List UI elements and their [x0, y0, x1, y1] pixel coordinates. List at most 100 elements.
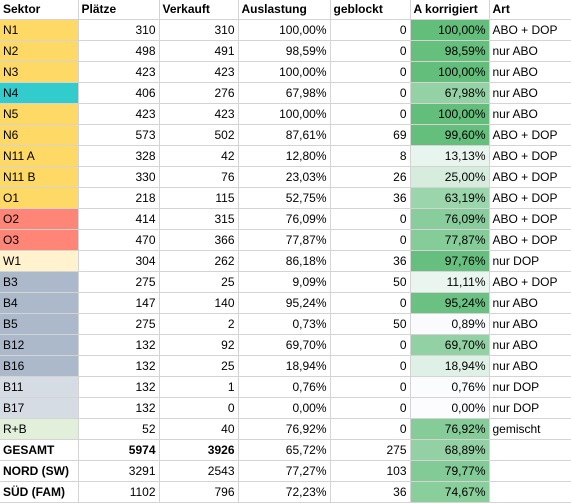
cell-art[interactable]: nur ABO [489, 61, 571, 83]
cell-sektor[interactable]: B4 [0, 292, 79, 314]
cell-verkauft[interactable]: 0 [159, 397, 239, 419]
cell-art[interactable]: nur ABO [489, 313, 571, 335]
cell-art[interactable] [489, 481, 571, 503]
cell-geblockt[interactable]: 0 [330, 40, 411, 62]
cell-sektor[interactable]: B11 [0, 376, 79, 398]
cell-geblockt[interactable]: 50 [330, 271, 411, 293]
cell-plaetze[interactable]: 573 [78, 124, 160, 146]
cell-plaetze[interactable]: 147 [78, 292, 160, 314]
cell-plaetze[interactable]: 5974 [78, 439, 160, 461]
cell-verkauft[interactable]: 115 [159, 187, 239, 209]
cell-a-korrigiert[interactable]: 0,76% [410, 376, 490, 398]
cell-sektor[interactable]: W1 [0, 250, 79, 272]
cell-art[interactable]: ABO + DOP [489, 271, 571, 293]
cell-auslastung[interactable]: 52,75% [238, 187, 331, 209]
header-a-korrigiert[interactable]: A korrigiert [410, 0, 490, 20]
cell-auslastung[interactable]: 0,76% [238, 376, 331, 398]
cell-sektor[interactable]: N5 [0, 103, 79, 125]
cell-verkauft[interactable]: 140 [159, 292, 239, 314]
header-auslastung[interactable]: Auslastung [238, 0, 331, 20]
cell-verkauft[interactable]: 502 [159, 124, 239, 146]
cell-auslastung[interactable]: 77,87% [238, 229, 331, 251]
cell-plaetze[interactable]: 328 [78, 145, 160, 167]
cell-verkauft[interactable]: 92 [159, 334, 239, 356]
cell-art[interactable]: nur DOP [489, 250, 571, 272]
cell-plaetze[interactable]: 132 [78, 355, 160, 377]
cell-verkauft[interactable]: 2543 [159, 460, 239, 482]
cell-geblockt[interactable]: 0 [330, 208, 411, 230]
cell-plaetze[interactable]: 414 [78, 208, 160, 230]
cell-verkauft[interactable]: 491 [159, 40, 239, 62]
cell-geblockt[interactable]: 36 [330, 481, 411, 503]
cell-auslastung[interactable]: 76,09% [238, 208, 331, 230]
cell-geblockt[interactable]: 50 [330, 313, 411, 335]
cell-a-korrigiert[interactable]: 77,87% [410, 229, 490, 251]
cell-plaetze[interactable]: 1102 [78, 481, 160, 503]
cell-sektor[interactable]: O1 [0, 187, 79, 209]
cell-plaetze[interactable]: 498 [78, 40, 160, 62]
cell-auslastung[interactable]: 86,18% [238, 250, 331, 272]
header-verkauft[interactable]: Verkauft [159, 0, 239, 20]
cell-art[interactable]: ABO + DOP [489, 208, 571, 230]
cell-plaetze[interactable]: 132 [78, 334, 160, 356]
cell-sektor[interactable]: B12 [0, 334, 79, 356]
cell-sektor[interactable]: N11 A [0, 145, 79, 167]
cell-art[interactable]: ABO + DOP [489, 166, 571, 188]
cell-art[interactable]: nur ABO [489, 292, 571, 314]
cell-a-korrigiert[interactable]: 25,00% [410, 166, 490, 188]
cell-geblockt[interactable]: 0 [330, 229, 411, 251]
cell-auslastung[interactable]: 95,24% [238, 292, 331, 314]
cell-plaetze[interactable]: 3291 [78, 460, 160, 482]
cell-auslastung[interactable]: 100,00% [238, 19, 331, 41]
cell-geblockt[interactable]: 69 [330, 124, 411, 146]
cell-art[interactable] [489, 460, 571, 482]
cell-plaetze[interactable]: 423 [78, 61, 160, 83]
cell-a-korrigiert[interactable]: 100,00% [410, 61, 490, 83]
cell-verkauft[interactable]: 276 [159, 82, 239, 104]
cell-verkauft[interactable]: 310 [159, 19, 239, 41]
cell-verkauft[interactable]: 366 [159, 229, 239, 251]
cell-geblockt[interactable]: 26 [330, 166, 411, 188]
cell-art[interactable]: nur DOP [489, 376, 571, 398]
cell-auslastung[interactable]: 0,00% [238, 397, 331, 419]
cell-sektor[interactable]: R+B [0, 418, 79, 440]
cell-sektor[interactable]: SÜD (FAM) [0, 481, 79, 503]
cell-sektor[interactable]: GESAMT [0, 439, 79, 461]
cell-a-korrigiert[interactable]: 98,59% [410, 40, 490, 62]
cell-a-korrigiert[interactable]: 67,98% [410, 82, 490, 104]
cell-geblockt[interactable]: 275 [330, 439, 411, 461]
cell-auslastung[interactable]: 12,80% [238, 145, 331, 167]
cell-geblockt[interactable]: 36 [330, 187, 411, 209]
cell-a-korrigiert[interactable]: 100,00% [410, 103, 490, 125]
cell-art[interactable]: ABO + DOP [489, 187, 571, 209]
cell-art[interactable]: nur ABO [489, 40, 571, 62]
cell-a-korrigiert[interactable]: 95,24% [410, 292, 490, 314]
cell-plaetze[interactable]: 423 [78, 103, 160, 125]
cell-plaetze[interactable]: 218 [78, 187, 160, 209]
cell-art[interactable] [489, 439, 571, 461]
cell-sektor[interactable]: N2 [0, 40, 79, 62]
cell-a-korrigiert[interactable]: 100,00% [410, 19, 490, 41]
cell-a-korrigiert[interactable]: 63,19% [410, 187, 490, 209]
header-art[interactable]: Art [489, 0, 571, 20]
cell-sektor[interactable]: O2 [0, 208, 79, 230]
cell-plaetze[interactable]: 406 [78, 82, 160, 104]
cell-art[interactable]: nur DOP [489, 397, 571, 419]
cell-a-korrigiert[interactable]: 79,77% [410, 460, 490, 482]
header-plaetze[interactable]: Plätze [78, 0, 160, 20]
cell-geblockt[interactable]: 0 [330, 292, 411, 314]
cell-verkauft[interactable]: 796 [159, 481, 239, 503]
cell-verkauft[interactable]: 76 [159, 166, 239, 188]
cell-geblockt[interactable]: 0 [330, 334, 411, 356]
cell-sektor[interactable]: N11 B [0, 166, 79, 188]
cell-sektor[interactable]: B16 [0, 355, 79, 377]
cell-sektor[interactable]: N6 [0, 124, 79, 146]
cell-auslastung[interactable]: 69,70% [238, 334, 331, 356]
cell-plaetze[interactable]: 132 [78, 397, 160, 419]
cell-sektor[interactable]: NORD (SW) [0, 460, 79, 482]
cell-auslastung[interactable]: 87,61% [238, 124, 331, 146]
cell-art[interactable]: ABO + DOP [489, 145, 571, 167]
cell-plaetze[interactable]: 310 [78, 19, 160, 41]
cell-a-korrigiert[interactable]: 97,76% [410, 250, 490, 272]
cell-plaetze[interactable]: 52 [78, 418, 160, 440]
